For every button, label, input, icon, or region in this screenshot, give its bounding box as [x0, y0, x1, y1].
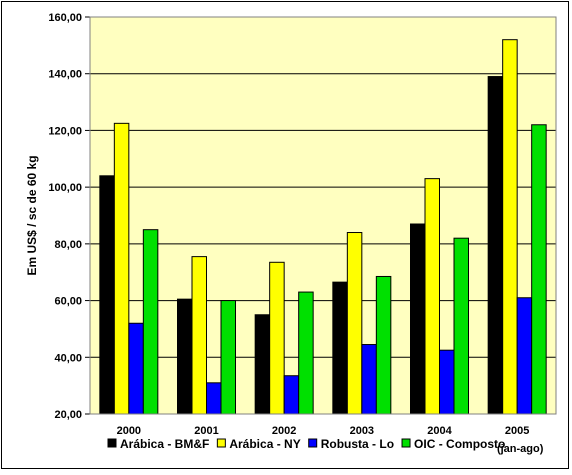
bar-ar-bica-bm-f-2001 [177, 298, 193, 415]
bar-robusta-lo-2004 [439, 349, 455, 415]
bar-ar-bica-ny-2004 [424, 178, 440, 415]
bar-ar-bica-bm-f-2003 [332, 281, 348, 415]
legend-swatch [401, 438, 411, 448]
y-tick-label: 120,00 [48, 125, 82, 137]
bar-oic-composto-2003 [375, 275, 392, 415]
chart-frame: 20,00 40,00 60,00 80,00 100,00 120,00 140,00 16… [1, 1, 569, 469]
bar-ar-bica-ny-2005 [502, 39, 518, 415]
legend-label: Arábica - NY [229, 437, 300, 451]
axes [85, 16, 557, 415]
x-tick-label: 2003 [350, 425, 374, 437]
bar-robusta-lo-2001 [206, 382, 222, 415]
legend-label: Robusta - Lo [321, 437, 394, 451]
x-tick-labels: 2000 2001 2002 2003 2004 2005 [117, 425, 530, 437]
bar-ar-bica-ny-2002 [269, 261, 285, 415]
legend-label: Arábica - BM&F [120, 437, 209, 451]
plot-border [89, 16, 557, 415]
y-tick-label: 100,00 [48, 182, 82, 194]
bar-robusta-lo-2003 [361, 344, 377, 415]
y-tick-label: 20,00 [54, 409, 82, 421]
y-tick-label: 80,00 [54, 239, 82, 251]
legend-label: OIC - Composto [414, 437, 505, 451]
bar-ar-bica-bm-f-2005 [487, 76, 504, 415]
bar-ar-bica-ny-2003 [346, 232, 363, 415]
bar-robusta-lo-2002 [283, 375, 300, 415]
y-axis-label: Em US$ / sc de 60 kg [25, 155, 39, 275]
legend-swatch [308, 438, 318, 448]
bar-ar-bica-ny-2000 [113, 122, 130, 415]
bars [99, 39, 547, 415]
y-tick-label: 140,00 [48, 69, 82, 81]
x-tick-label: 2001 [194, 425, 218, 437]
bar-oic-composto-2002 [298, 291, 314, 415]
legend-swatch [216, 438, 226, 448]
category-note: (jan-ago) [497, 443, 544, 455]
bar-oic-composto-2004 [453, 237, 469, 415]
x-tick-label: 2002 [272, 425, 296, 437]
y-tick-label: 60,00 [54, 296, 82, 308]
y-tick-label: 160,00 [48, 12, 82, 24]
x-tick-label: 2004 [427, 425, 452, 437]
legend: Arábica - BM&F Arábica - NY Robusta - Lo OI… [107, 437, 505, 451]
bar-oic-composto-2001 [220, 300, 236, 415]
bar-oic-composto-2000 [142, 229, 159, 415]
x-tick-label: 2000 [117, 425, 141, 437]
bar-ar-bica-bm-f-2000 [99, 175, 115, 415]
bar-oic-composto-2005 [531, 124, 547, 415]
bar-robusta-lo-2005 [516, 297, 533, 415]
bar-chart: 20,00 40,00 60,00 80,00 100,00 120,00 140,00 16… [25, 12, 557, 455]
legend-swatch [107, 438, 117, 448]
plot-area [90, 17, 556, 414]
bar-ar-bica-bm-f-2004 [410, 223, 426, 415]
x-tick-label: 2005 [505, 425, 529, 437]
bar-ar-bica-bm-f-2002 [254, 314, 271, 415]
y-tick-labels: 20,00 40,00 60,00 80,00 100,00 120,00 140,00 16… [48, 12, 82, 421]
y-tick-label: 40,00 [54, 352, 82, 364]
bar-robusta-lo-2000 [128, 322, 144, 415]
bar-ar-bica-ny-2001 [191, 256, 207, 415]
